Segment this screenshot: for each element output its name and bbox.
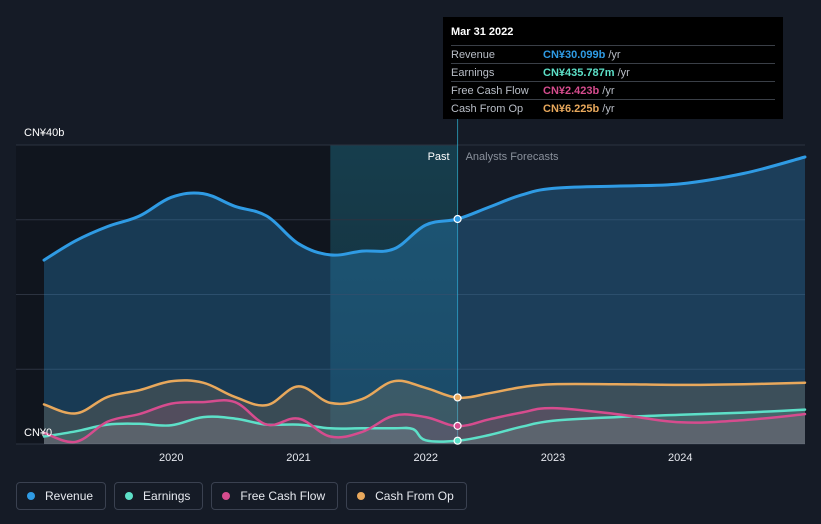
- legend-item-revenue[interactable]: Revenue: [16, 482, 107, 510]
- tooltip-row-cfo: Cash From Op CN¥6.225b /yr: [451, 99, 775, 117]
- tooltip-unit-cfo: /yr: [602, 102, 615, 115]
- chart-legend: Revenue Earnings Free Cash Flow Cash Fro…: [16, 482, 467, 510]
- legend-dot-earnings: [125, 492, 134, 500]
- past-label: Past: [428, 151, 450, 163]
- legend-item-earnings[interactable]: Earnings: [114, 482, 204, 510]
- line-fcf: [42, 399, 807, 444]
- tooltip-unit-earnings: /yr: [617, 66, 630, 79]
- legend-label-earnings: Earnings: [143, 489, 191, 503]
- legend-dot-fcf: [222, 492, 231, 500]
- line-revenue: [42, 155, 807, 262]
- tooltip-row-fcf: Free Cash Flow CN¥2.423b /yr: [451, 81, 775, 99]
- area-fcf: [44, 400, 805, 444]
- line-cfo: [42, 379, 807, 415]
- line-earnings: [42, 408, 807, 443]
- tooltip-unit-fcf: /yr: [602, 84, 615, 97]
- area-cfo: [44, 380, 805, 444]
- y-axis-top-label: CN¥40b: [24, 127, 64, 139]
- tooltip-label-fcf: Free Cash Flow: [451, 84, 529, 97]
- tooltip-label-cfo: Cash From Op: [451, 102, 524, 115]
- forecast-label: Analysts Forecasts: [466, 151, 559, 163]
- legend-label-cfo: Cash From Op: [375, 489, 454, 503]
- marker-fcf: [453, 421, 462, 431]
- legend-item-cfo[interactable]: Cash From Op: [346, 482, 467, 510]
- tooltip-row-revenue: Revenue CN¥30.099b /yr: [451, 45, 775, 63]
- tooltip-date: Mar 31 2022: [451, 26, 514, 38]
- tooltip-label-revenue: Revenue: [451, 48, 496, 61]
- tooltip-value-cfo: CN¥6.225b: [543, 102, 600, 115]
- tooltip-unit-revenue: /yr: [608, 48, 621, 61]
- tooltip-label-earnings: Earnings: [451, 66, 495, 79]
- tooltip-value-revenue: CN¥30.099b: [543, 48, 606, 61]
- marker-revenue: [453, 214, 462, 224]
- x-tick-2024: 2024: [668, 452, 692, 464]
- legend-dot-revenue: [27, 492, 35, 500]
- legend-item-fcf[interactable]: Free Cash Flow: [211, 482, 339, 510]
- area-revenue: [44, 157, 805, 444]
- x-tick-2020: 2020: [159, 452, 183, 464]
- x-tick-2021: 2021: [286, 452, 310, 464]
- legend-label-fcf: Free Cash Flow: [240, 489, 326, 503]
- tooltip-value-fcf: CN¥2.423b: [543, 84, 600, 97]
- legend-label-revenue: Revenue: [45, 489, 94, 503]
- tooltip-row-earnings: Earnings CN¥435.787m /yr: [451, 63, 775, 81]
- tooltip-panel: Mar 31 2022 Revenue CN¥30.099b /yr Earni…: [443, 17, 783, 119]
- legend-dot-cfo: [357, 492, 366, 500]
- tooltip-value-earnings: CN¥435.787m: [543, 66, 615, 79]
- marker-earnings: [453, 436, 462, 445]
- x-tick-2022: 2022: [414, 452, 438, 464]
- marker-cfo: [453, 393, 462, 402]
- y-axis-bottom-label: CN¥0: [24, 427, 52, 439]
- x-tick-2023: 2023: [541, 452, 565, 464]
